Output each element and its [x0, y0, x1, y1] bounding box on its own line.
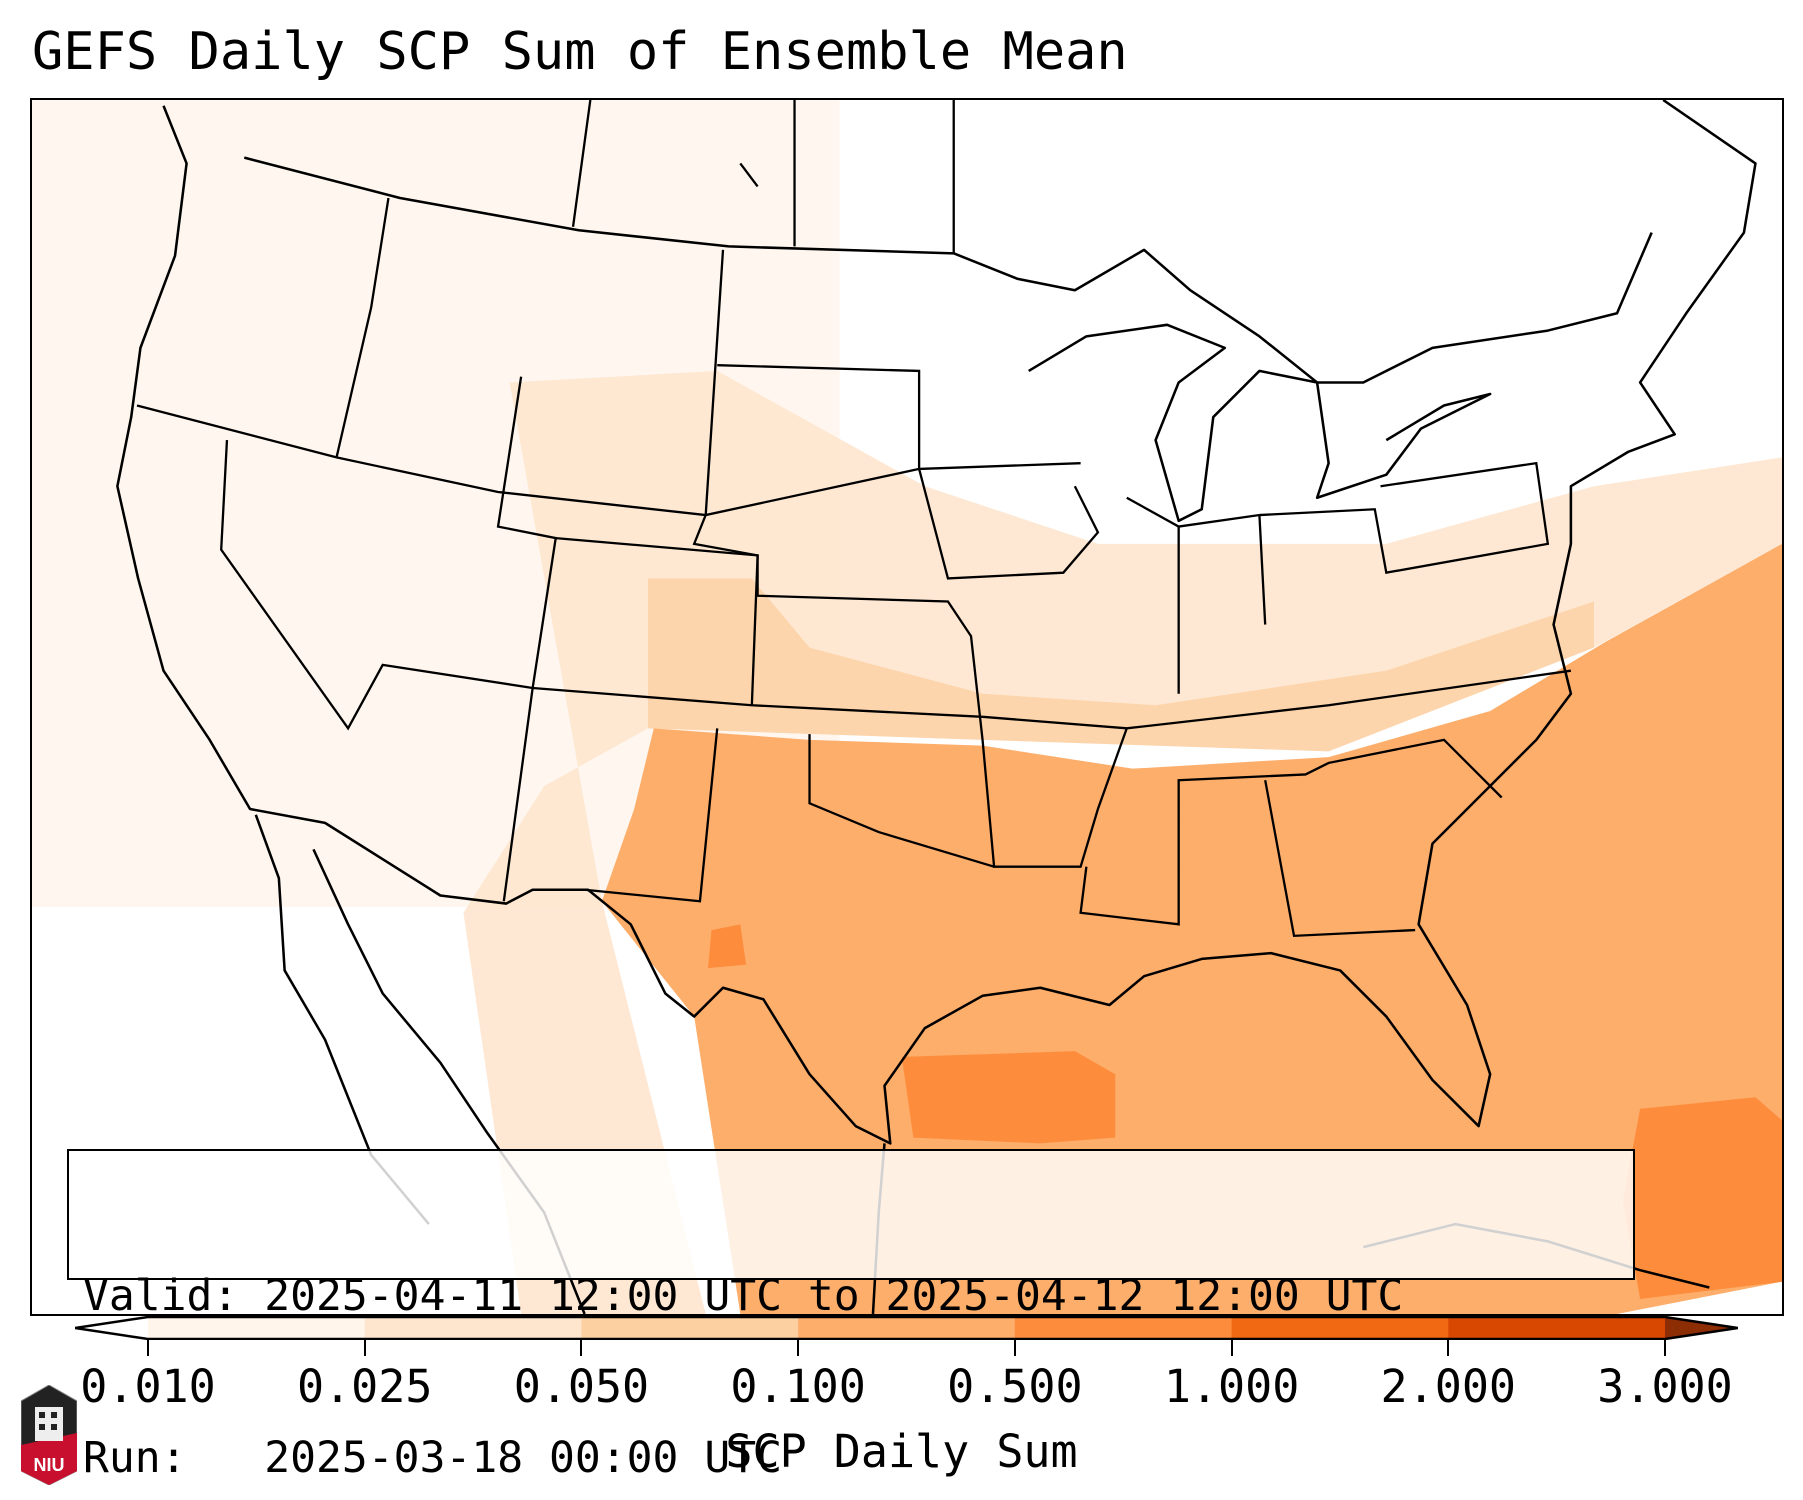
- colorbar-segment: [798, 1317, 1016, 1339]
- colorbar-tick: [580, 1340, 583, 1356]
- colorbar-tick: [1447, 1340, 1450, 1356]
- colorbar-tick-label: 2.000: [1380, 1360, 1517, 1413]
- colorbar-tick: [797, 1340, 800, 1356]
- colorbar-svg: [75, 1316, 1738, 1340]
- colorbar-segment: [1231, 1317, 1449, 1339]
- valid-row: Valid: 2025-04-11 12:00 UTC to 2025-04-1…: [83, 1269, 1633, 1323]
- colorbar-tick-label: 3.000: [1597, 1360, 1733, 1413]
- niu-logo: NIU: [20, 1384, 78, 1486]
- shade-dark-texas: [708, 924, 747, 969]
- colorbar-tick-label: 0.100: [730, 1360, 866, 1413]
- colorbar-tick: [363, 1340, 366, 1356]
- colorbar-tick: [1664, 1340, 1666, 1356]
- shade-dark-gulf: [901, 1051, 1116, 1144]
- colorbar-extend-min: [75, 1317, 148, 1339]
- colorbar-tick-label: 1.000: [1163, 1360, 1300, 1413]
- colorbar-tick: [1230, 1340, 1233, 1356]
- colorbar-outline: [75, 1316, 1738, 1340]
- shade-dark-caribbean: [1622, 1097, 1782, 1300]
- valid-value: 2025-04-11 12:00 UTC to 2025-04-12 12:00…: [264, 1271, 1404, 1321]
- run-row: Run: 2025-03-18 00:00 UTC: [83, 1431, 1633, 1485]
- colorbar-segment: [1014, 1317, 1233, 1339]
- colorbar-tick-label: 0.025: [296, 1360, 433, 1413]
- run-value: 2025-03-18 00:00 UTC: [264, 1433, 782, 1483]
- colorbar-segment: [364, 1317, 582, 1339]
- colorbar-segment: [581, 1317, 799, 1339]
- valid-run-info-box: Valid: 2025-04-11 12:00 UTC to 2025-04-1…: [67, 1149, 1635, 1483]
- us-outline: [116, 100, 1757, 1145]
- colorbar-tick: [147, 1340, 149, 1356]
- colorbar-tick: [1013, 1340, 1016, 1356]
- map: [32, 100, 1782, 1314]
- colorbar-label: SCP Daily Sum: [725, 1425, 1078, 1478]
- run-label: Run:: [83, 1433, 187, 1483]
- great-lakes: [1028, 323, 1492, 523]
- shade-medium-southeast: [601, 543, 1782, 1314]
- valid-label: Valid:: [83, 1271, 239, 1321]
- colorbar-tick-label: 0.050: [513, 1360, 650, 1413]
- shade-light-midwest: [648, 578, 1594, 752]
- chart-title: GEFS Daily SCP Sum of Ensemble Mean: [32, 22, 1128, 82]
- canada-border: [243, 156, 1653, 384]
- shade-light-plains: [463, 370, 1782, 1314]
- colorbar-segment: [1448, 1317, 1666, 1339]
- colorbar-segment: [148, 1317, 366, 1339]
- colorbar-extend-max: [1665, 1317, 1738, 1339]
- colorbar-tick-label: 0.010: [80, 1360, 216, 1413]
- logo-text: NIU: [34, 1455, 65, 1475]
- colorbar: [75, 1316, 1738, 1340]
- colorbar-tick-label: 0.500: [947, 1360, 1083, 1413]
- map-frame: [30, 98, 1784, 1316]
- state-borders: [136, 100, 1572, 938]
